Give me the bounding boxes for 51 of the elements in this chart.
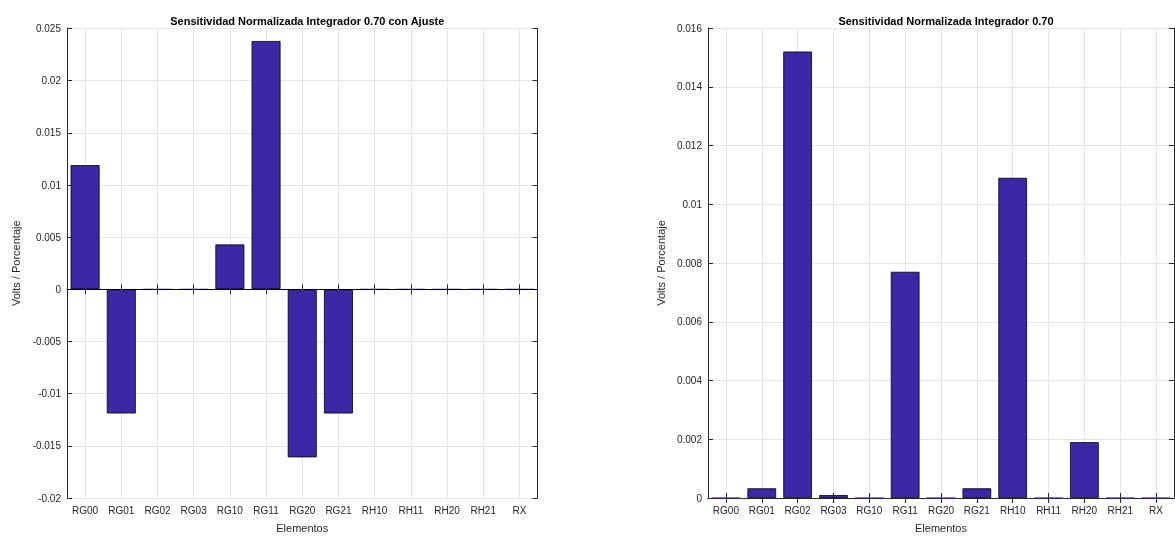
y-tick-label: 0 xyxy=(55,283,62,295)
x-tick-label: RH11 xyxy=(1036,504,1062,516)
y-tick-label: -0.01 xyxy=(38,388,62,400)
x-tick-label: RG20 xyxy=(289,504,316,516)
y-tick-label: -0.015 xyxy=(32,440,62,452)
x-tick-label: RX xyxy=(1149,504,1164,516)
y-tick-label: 0.014 xyxy=(676,81,703,93)
x-tick-label: RG10 xyxy=(216,504,244,516)
y-tick-label: 0.008 xyxy=(676,257,703,269)
x-tick-label: RG21 xyxy=(963,504,991,516)
x-tick-label: RH21 xyxy=(1107,504,1134,516)
x-tick-label: RG11 xyxy=(253,504,280,516)
y-tick-label: -0.02 xyxy=(38,492,62,504)
x-tick-label: RH21 xyxy=(470,504,497,516)
chart-title: Sensitividad Normalizada Integrador 0.70 con Ajuste xyxy=(170,14,445,27)
y-tick-label: 0.002 xyxy=(676,433,703,445)
chart-title: Sensitividad Normalizada Integrador 0.70 xyxy=(838,14,1054,27)
y-tick-label: 0.005 xyxy=(35,231,62,243)
y-tick-label: 0.025 xyxy=(35,23,62,34)
y-tick-label: 0.016 xyxy=(676,22,703,34)
x-tick-label: RG21 xyxy=(325,504,352,516)
y-tick-label: 0.006 xyxy=(676,316,703,328)
x-tick-label: RG03 xyxy=(180,504,208,516)
y-tick-label: 0.01 xyxy=(41,179,62,191)
x-tick-label: RG02 xyxy=(144,504,171,516)
x-tick-label: RG01 xyxy=(108,504,135,516)
y-tick-label: 0.012 xyxy=(676,140,703,151)
x-tick-label: RH11 xyxy=(398,504,424,516)
x-tick-label: RX xyxy=(512,504,527,516)
x-tick-label: RG00 xyxy=(72,504,99,516)
x-tick-label: RG03 xyxy=(820,504,847,516)
x-tick-label: RH20 xyxy=(434,504,461,516)
y-tick-label: 0.004 xyxy=(676,375,703,386)
y-tick-label: 0.02 xyxy=(41,75,62,87)
x-tick-label: RG20 xyxy=(927,504,955,516)
x-axis-title: Elementos xyxy=(915,521,968,534)
x-tick-label: RG02 xyxy=(784,504,812,516)
x-tick-label: RH10 xyxy=(361,504,388,516)
y-axis-title: Volts / Porcentaje xyxy=(654,220,667,306)
x-tick-label: RH20 xyxy=(1071,504,1098,516)
x-tick-label: RG00 xyxy=(712,504,740,516)
x-tick-label: RH10 xyxy=(999,504,1026,516)
y-tick-label: -0.005 xyxy=(32,336,62,347)
y-tick-label: 0.01 xyxy=(682,198,703,210)
y-tick-label: 0.015 xyxy=(35,127,62,139)
y-tick-label: 0 xyxy=(696,492,703,504)
y-axis-title: Volts / Porcentaje xyxy=(10,220,23,307)
x-tick-label: RG11 xyxy=(892,504,919,516)
x-tick-label: RG10 xyxy=(856,504,883,516)
x-axis-title: Elementos xyxy=(276,521,329,534)
x-tick-label: RG01 xyxy=(748,504,776,516)
